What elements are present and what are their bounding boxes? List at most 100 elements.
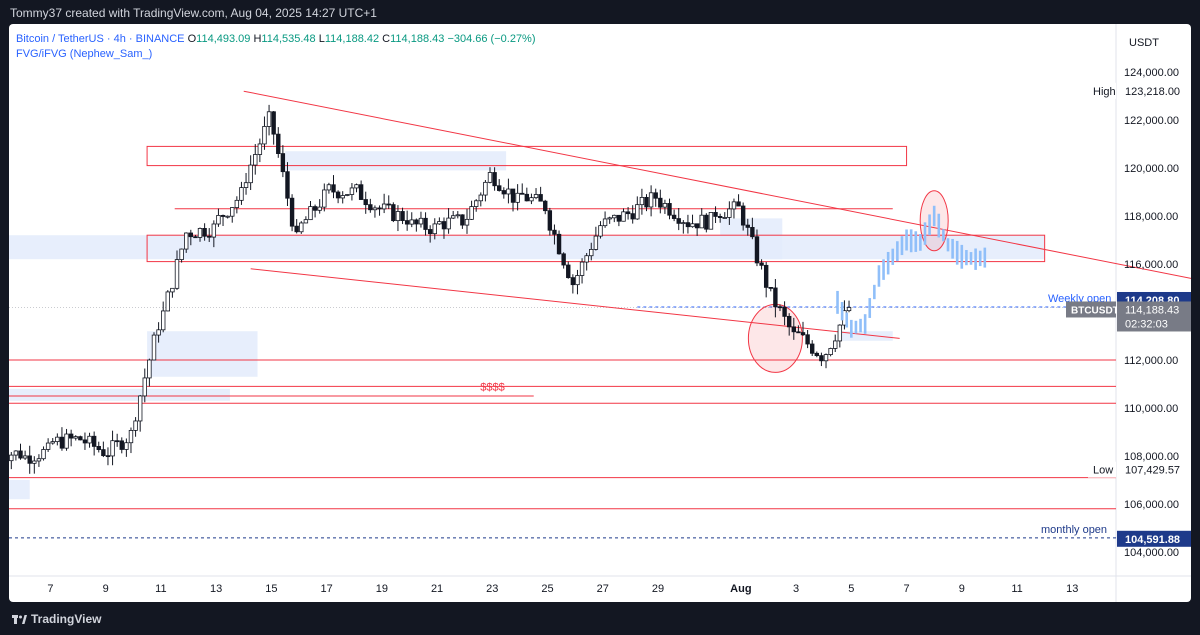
low-label: Low <box>1093 465 1113 477</box>
extreme-tag-bg <box>1088 82 1116 99</box>
candle-body <box>575 275 580 286</box>
candle-down <box>497 179 502 192</box>
candle-body <box>87 435 92 444</box>
candle-body <box>828 348 833 355</box>
candle-body <box>612 214 617 219</box>
candle-up <box>612 214 617 223</box>
time-tick-label: 9 <box>103 583 109 595</box>
indicator-label[interactable]: FVG/iFVG (Nephew_Sam_) <box>16 48 153 60</box>
candle-body <box>331 184 336 193</box>
candle-body <box>791 326 796 333</box>
candle-down <box>685 214 691 234</box>
time-tick-label: 25 <box>541 583 553 595</box>
projection-bar <box>850 319 853 338</box>
candle-up <box>184 232 189 253</box>
candles[interactable] <box>9 104 852 474</box>
candle-down <box>814 351 820 358</box>
candle-up <box>579 258 585 284</box>
symbol-name[interactable]: Bitcoin / TetherUS · 4h · BINANCE <box>16 33 185 45</box>
brand-name: TradingView <box>31 612 102 626</box>
candle-body <box>658 197 663 208</box>
time-axis[interactable]: 7 9 11 13 15 17 19 21 23 25 27 29 Aug 3 5 7 9 11 13 <box>47 583 1078 595</box>
price-axis[interactable]: 104,000.00 106,000.00 108,000.00 110,000.00… <box>1041 37 1191 559</box>
candle-down <box>78 435 83 441</box>
candle-body <box>400 211 405 221</box>
projection-bars <box>836 205 987 338</box>
candle-up <box>147 358 152 387</box>
candle-up <box>635 196 640 220</box>
candle-body <box>616 214 622 222</box>
candle-body <box>506 188 511 195</box>
candle-up <box>584 253 589 271</box>
candle-up <box>639 188 645 215</box>
candle-body <box>837 324 843 342</box>
candle-body <box>18 450 23 459</box>
candle-body <box>271 111 276 135</box>
candle-down <box>414 218 419 232</box>
candle-body <box>441 221 447 230</box>
candle-up <box>446 208 451 234</box>
candle-up <box>50 438 55 445</box>
projection-bar <box>946 238 950 252</box>
candle-up <box>253 144 258 175</box>
candle-body <box>193 236 198 239</box>
fvg-zone <box>285 151 507 171</box>
candle-body <box>289 197 295 227</box>
candle-up <box>681 220 686 234</box>
candle-body <box>561 253 566 266</box>
candle-body <box>773 287 778 308</box>
candle-body <box>404 220 410 225</box>
projection-bar <box>955 240 959 265</box>
candle-up <box>32 456 37 474</box>
projection-bar <box>951 238 954 259</box>
candle-body <box>648 192 654 208</box>
candle-down <box>91 431 97 456</box>
candle-up <box>575 269 580 295</box>
open-value: 114,493.09 <box>196 33 251 45</box>
candle-body <box>593 235 599 250</box>
price-chart[interactable]: $$$$ 104,000.00 106,000.00 108,000.00 110,0… <box>9 24 1191 602</box>
candle-up <box>699 208 704 229</box>
candle-body <box>174 259 180 289</box>
candle-body <box>248 164 253 184</box>
candle-down <box>713 206 718 224</box>
candle-up <box>354 183 359 193</box>
candle-up <box>243 172 249 195</box>
low-value: 114,188.42 <box>324 33 380 45</box>
candle-up <box>266 104 272 136</box>
candle-body <box>722 217 727 219</box>
candle-down <box>510 188 516 212</box>
candle-body <box>165 291 171 312</box>
candle-body <box>312 206 318 211</box>
candle-body <box>662 203 668 208</box>
candle-body <box>55 436 60 443</box>
fvg-zone <box>147 331 258 377</box>
candle-up <box>395 205 401 232</box>
projection-bar <box>983 247 987 268</box>
candle-body <box>179 248 184 260</box>
candle-body <box>814 352 820 357</box>
candle-body <box>36 458 42 462</box>
candle-up <box>381 193 387 214</box>
candle-up <box>257 138 263 163</box>
candle-down <box>289 194 295 232</box>
candle-body <box>133 420 138 431</box>
candle-up <box>170 287 175 298</box>
candle-up <box>174 250 180 290</box>
candle-body <box>110 440 115 457</box>
candle-body <box>68 433 74 439</box>
candle-up <box>345 194 350 197</box>
candle-up <box>727 201 732 225</box>
candle-down <box>616 214 622 227</box>
candle-down <box>358 180 364 200</box>
candle-down <box>423 212 428 236</box>
candle-body <box>497 185 502 191</box>
candle-body <box>234 199 240 208</box>
candle-up <box>469 200 474 220</box>
candle-body <box>73 436 78 439</box>
candle-down <box>800 321 806 337</box>
fvg-zones <box>9 151 1045 500</box>
projection-bar <box>882 259 885 280</box>
candle-body <box>667 203 672 216</box>
candle-up <box>833 334 838 352</box>
